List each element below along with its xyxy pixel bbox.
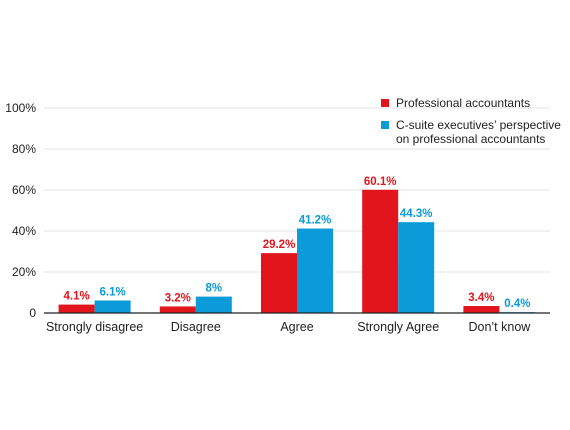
bar-professional-accountants	[261, 253, 297, 313]
y-tick-label: 40%	[12, 224, 36, 238]
legend-swatch	[381, 121, 389, 129]
y-tick-label: 0	[29, 306, 36, 320]
data-label: 4.1%	[63, 291, 89, 303]
bar-professional-accountants	[463, 306, 500, 313]
data-label: 29.2%	[263, 239, 296, 251]
data-label: 3.2%	[165, 292, 191, 304]
y-axis: 0 20% 40% 60% 80% 100%	[5, 101, 36, 320]
bar-c-suite	[297, 228, 333, 313]
legend-label: Professional accountants	[396, 96, 530, 110]
data-label: 60.1%	[364, 176, 397, 188]
gridlines	[44, 107, 550, 273]
y-tick-label: 80%	[12, 142, 36, 156]
x-tick-label: Strongly disagree	[46, 320, 143, 334]
data-label: 3.4%	[468, 292, 494, 304]
bar-c-suite	[94, 300, 131, 313]
data-label: 44.3%	[400, 208, 433, 220]
x-axis: Strongly disagree Disagree Agree Strongly A…	[44, 312, 550, 334]
bar-professional-accountants	[58, 304, 95, 313]
y-tick-label: 20%	[12, 265, 36, 279]
legend-swatch	[381, 99, 389, 107]
x-tick-label: Don’t know	[468, 320, 531, 334]
legend: Professional accountants C-suite executiv…	[381, 96, 561, 146]
x-tick-label: Strongly Agree	[357, 320, 439, 334]
legend-label: C-suite executives’ perspective	[396, 118, 561, 132]
data-label: 8%	[205, 283, 222, 295]
bars: 4.1% 6.1% 3.2% 8% 29.2%41.2% 60.1% 44.3% 3.4% 0.…	[58, 176, 536, 313]
y-tick-label: 100%	[5, 101, 36, 115]
bar-c-suite	[195, 296, 232, 313]
data-label: 0.4%	[504, 298, 530, 310]
bar-professional-accountants	[159, 306, 196, 313]
y-tick-label: 60%	[12, 183, 36, 197]
x-tick-label: Disagree	[171, 320, 221, 334]
x-tick-label: Agree	[280, 320, 313, 334]
bar-professional-accountants	[362, 189, 399, 313]
data-label: 41.2%	[299, 215, 332, 227]
data-label: 6.1%	[99, 286, 125, 298]
bar-c-suite	[398, 222, 435, 313]
legend-label: on professional accountants	[396, 132, 545, 146]
